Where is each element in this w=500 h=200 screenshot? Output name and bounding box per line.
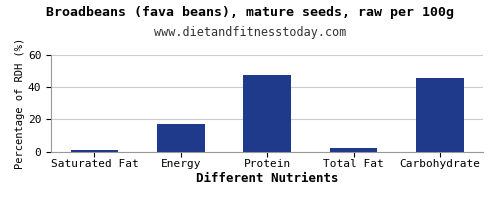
Y-axis label: Percentage of RDH (%): Percentage of RDH (%) xyxy=(15,38,25,169)
Bar xyxy=(244,75,291,152)
Bar xyxy=(70,150,118,152)
X-axis label: Different Nutrients: Different Nutrients xyxy=(196,172,338,185)
Text: Broadbeans (fava beans), mature seeds, raw per 100g: Broadbeans (fava beans), mature seeds, r… xyxy=(46,6,454,19)
Bar xyxy=(416,78,464,152)
Bar xyxy=(157,124,204,152)
Text: www.dietandfitnesstoday.com: www.dietandfitnesstoday.com xyxy=(154,26,346,39)
Bar xyxy=(330,148,378,152)
